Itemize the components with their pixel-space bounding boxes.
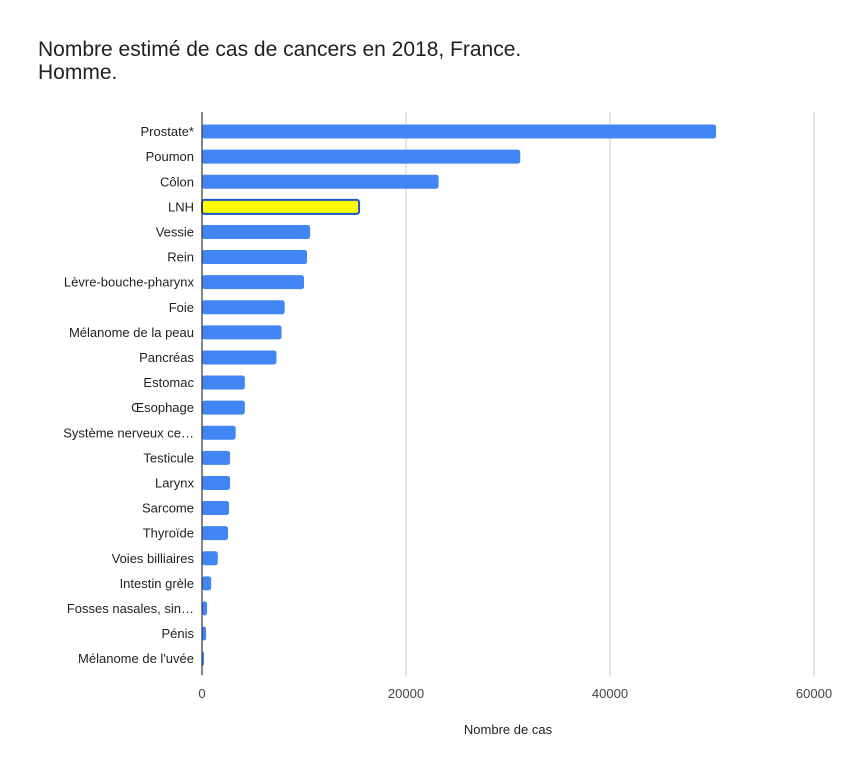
bar [202, 350, 277, 365]
x-tick-labels: 0 20000 40000 60000 [198, 686, 832, 701]
category-label: Foie [169, 300, 194, 315]
category-label: Intestin grèle [120, 576, 194, 591]
bar [202, 626, 207, 641]
bar [202, 450, 231, 465]
chart-title: Nombre estimé de cas de cancers en 2018,… [38, 38, 522, 84]
bar [201, 198, 361, 215]
bar [202, 325, 282, 340]
category-label: Mélanome de la peau [69, 325, 194, 340]
bar [202, 601, 208, 616]
category-labels: Prostate* Poumon Côlon LNH Vessie Rein Lèvre-b… [63, 124, 194, 666]
category-label: Système nerveux ce… [63, 425, 194, 440]
category-label: Mélanome de l'uvée [78, 651, 194, 666]
category-label: Prostate* [141, 124, 194, 139]
bar [202, 400, 245, 415]
category-label: Rein [167, 250, 194, 265]
bar [202, 375, 245, 390]
category-label: Poumon [146, 149, 194, 164]
bar [202, 551, 218, 566]
x-axis-title: Nombre de cas [464, 722, 553, 737]
bars [201, 124, 717, 666]
category-label: Fosses nasales, sin… [67, 601, 194, 616]
category-label: Vessie [156, 224, 194, 239]
category-label: Côlon [160, 174, 194, 189]
bar [202, 576, 212, 591]
category-label: Lèvre-bouche-pharynx [64, 275, 195, 290]
bar [202, 425, 236, 440]
category-label: Pénis [161, 626, 194, 641]
category-label: Œsophage [131, 400, 194, 415]
bar [202, 224, 311, 239]
bar [202, 149, 521, 164]
x-tick-label: 60000 [796, 686, 832, 701]
bar [202, 300, 285, 315]
x-tick-label: 20000 [388, 686, 424, 701]
bar [202, 475, 231, 490]
bar [202, 124, 717, 139]
grid-lines [405, 112, 815, 676]
category-label: Thyroïde [143, 526, 194, 541]
category-label: Testicule [143, 450, 194, 465]
category-label: Estomac [143, 375, 194, 390]
bar [202, 250, 308, 265]
category-label: LNH [168, 199, 194, 214]
bar [202, 174, 439, 189]
bar [202, 275, 304, 290]
category-label: Voies billiaires [112, 551, 195, 566]
x-tick-label: 40000 [592, 686, 628, 701]
category-label: Pancréas [139, 350, 194, 365]
bar [202, 526, 229, 541]
category-label: Sarcome [142, 501, 194, 516]
x-tick-label: 0 [198, 686, 205, 701]
bar [202, 501, 230, 516]
category-label: Larynx [155, 475, 195, 490]
